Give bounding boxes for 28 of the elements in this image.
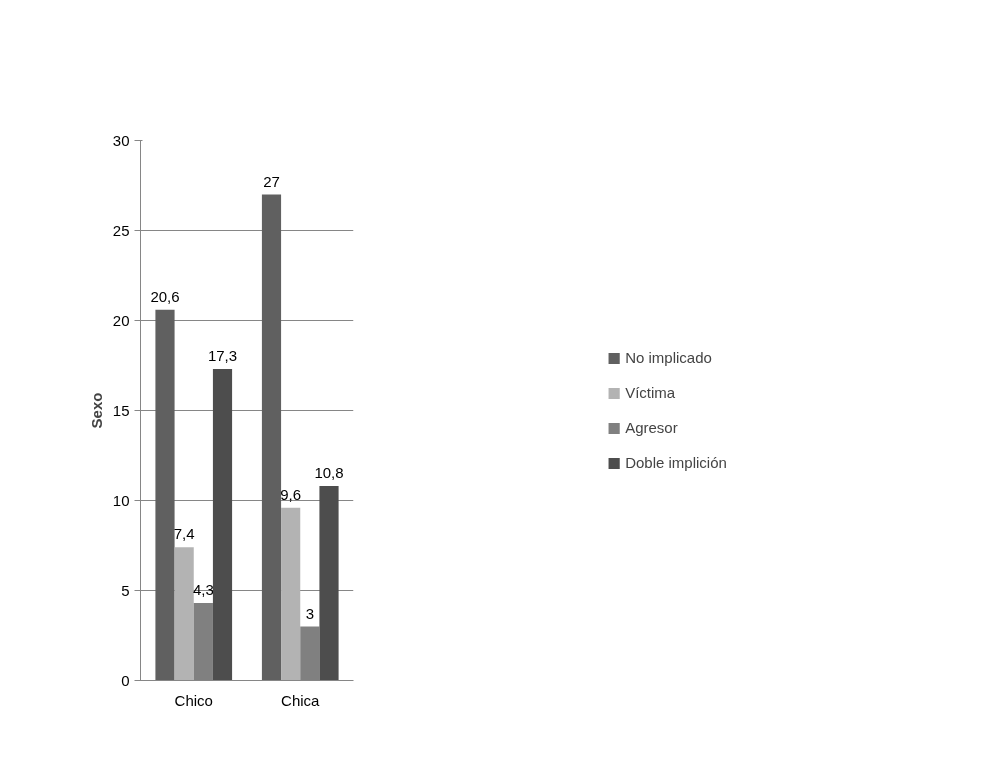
y-tick-label: 10 [112, 491, 130, 509]
x-tick-label: Chica [281, 691, 321, 709]
y-tick-label: 30 [112, 131, 130, 149]
bar [319, 486, 339, 681]
bar [174, 547, 194, 681]
y-tick-label: 25 [112, 221, 130, 239]
data-label: 9,6 [280, 485, 302, 503]
legend-label: Víctima [625, 384, 676, 401]
y-tick-label: 20 [112, 311, 130, 329]
data-label: 20,6 [150, 287, 180, 305]
bar [281, 507, 301, 681]
data-label: 10,8 [314, 464, 344, 482]
bar [155, 309, 175, 681]
legend-label: Doble implición [625, 454, 727, 471]
bar [212, 369, 233, 681]
x-tick-label: Chico [174, 691, 213, 709]
data-label: 7,4 [173, 525, 195, 543]
data-label: 4,3 [192, 581, 214, 599]
y-tick-label: 15 [112, 401, 130, 419]
data-label: 3 [305, 604, 315, 622]
y-tick-label: 5 [121, 581, 130, 599]
legend-label: No implicado [625, 349, 712, 366]
y-axis-title: Sexo [87, 392, 105, 429]
legend-label: Agresor [625, 419, 678, 436]
y-tick-label: 0 [121, 671, 130, 689]
data-label: 27 [263, 172, 280, 190]
data-label: 17,3 [207, 347, 238, 365]
bar [261, 194, 282, 681]
